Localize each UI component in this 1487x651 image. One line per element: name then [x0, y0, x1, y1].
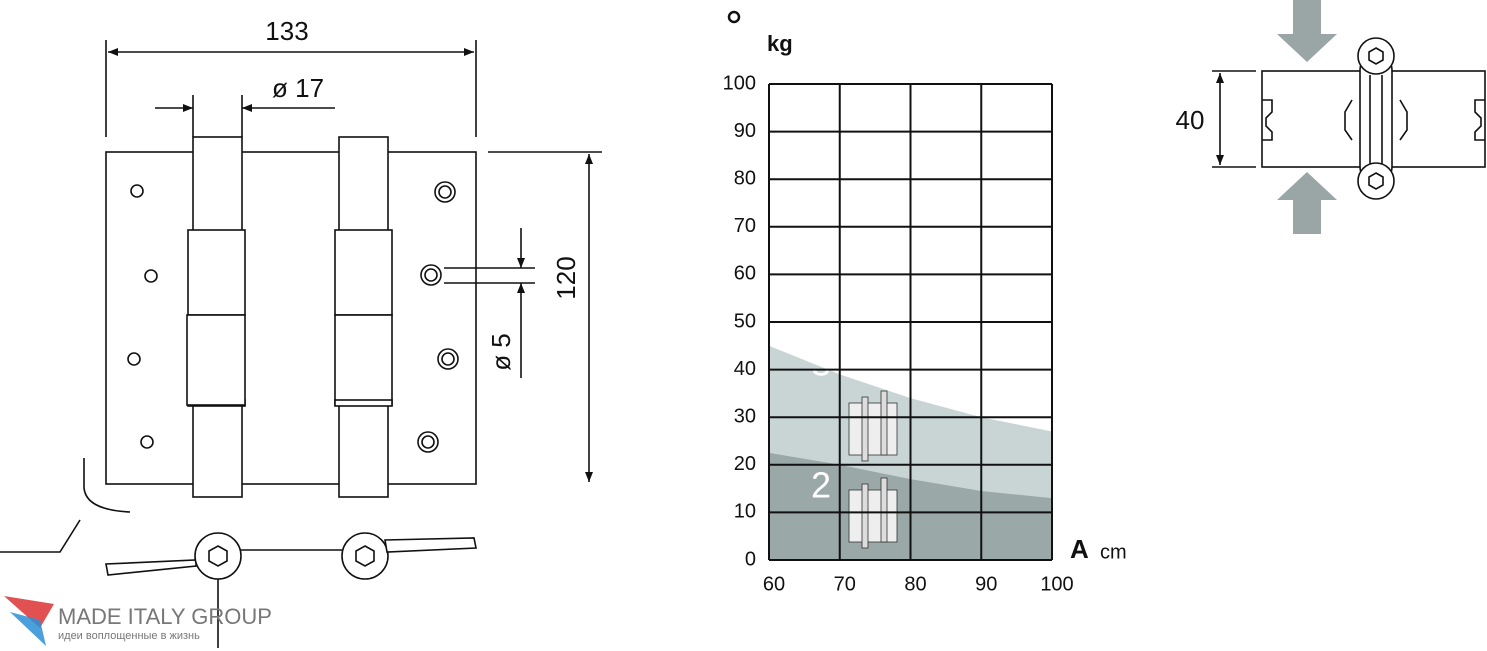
side-drawing: 40	[1176, 0, 1486, 234]
x-tick-label: 100	[1040, 573, 1073, 595]
icon-knuckle	[861, 396, 869, 462]
icon-plate	[848, 489, 898, 543]
x-tick-label: 90	[975, 573, 997, 595]
brand: MADE ITALY GROUP	[58, 604, 272, 629]
y-tick-label: 40	[734, 358, 756, 380]
watermark: MADE ITALY GROUP идеи воплощенные в жизн…	[4, 596, 272, 646]
y-tick-label: 100	[723, 72, 756, 94]
x-tick-label: 80	[904, 573, 926, 595]
thickness-dimension: 40	[1176, 105, 1205, 135]
hole-dimension: ø 5	[486, 333, 516, 371]
y-tick-label: 30	[734, 405, 756, 427]
y-tick-label: 50	[734, 310, 756, 332]
x-tick-label: 60	[763, 573, 785, 595]
x-tick-label: 70	[834, 573, 856, 595]
slogan: идеи воплощенные в жизнь	[58, 630, 200, 642]
icon-knuckle	[880, 390, 888, 456]
y-tick-label: 0	[745, 548, 756, 570]
knuckle-dimension: ø 17	[272, 73, 324, 103]
y-tick-label: 70	[734, 215, 756, 237]
icon-knuckle	[861, 483, 869, 549]
icon-knuckle	[880, 477, 888, 543]
height-dimension: 120	[551, 256, 581, 299]
degree-mark	[727, 10, 741, 24]
series-label: 2	[811, 464, 831, 505]
series-label: 3	[811, 342, 831, 383]
front-drawing: 133 ø 17 120 ø 5	[0, 16, 602, 648]
x-axis-label: A	[1070, 534, 1089, 564]
hinge-icon	[848, 390, 898, 462]
y-tick-label: 80	[734, 167, 756, 189]
icon-plate	[848, 402, 898, 456]
width-dimension: 133	[265, 16, 308, 46]
y-tick-label: 10	[734, 501, 756, 523]
y-tick-label: 20	[734, 453, 756, 475]
y-axis-label: kg	[767, 31, 793, 56]
y-tick-label: 90	[734, 120, 756, 142]
x-axis-unit: cm	[1100, 541, 1127, 563]
hinge-icon	[848, 477, 898, 549]
y-tick-label: 60	[734, 263, 756, 285]
